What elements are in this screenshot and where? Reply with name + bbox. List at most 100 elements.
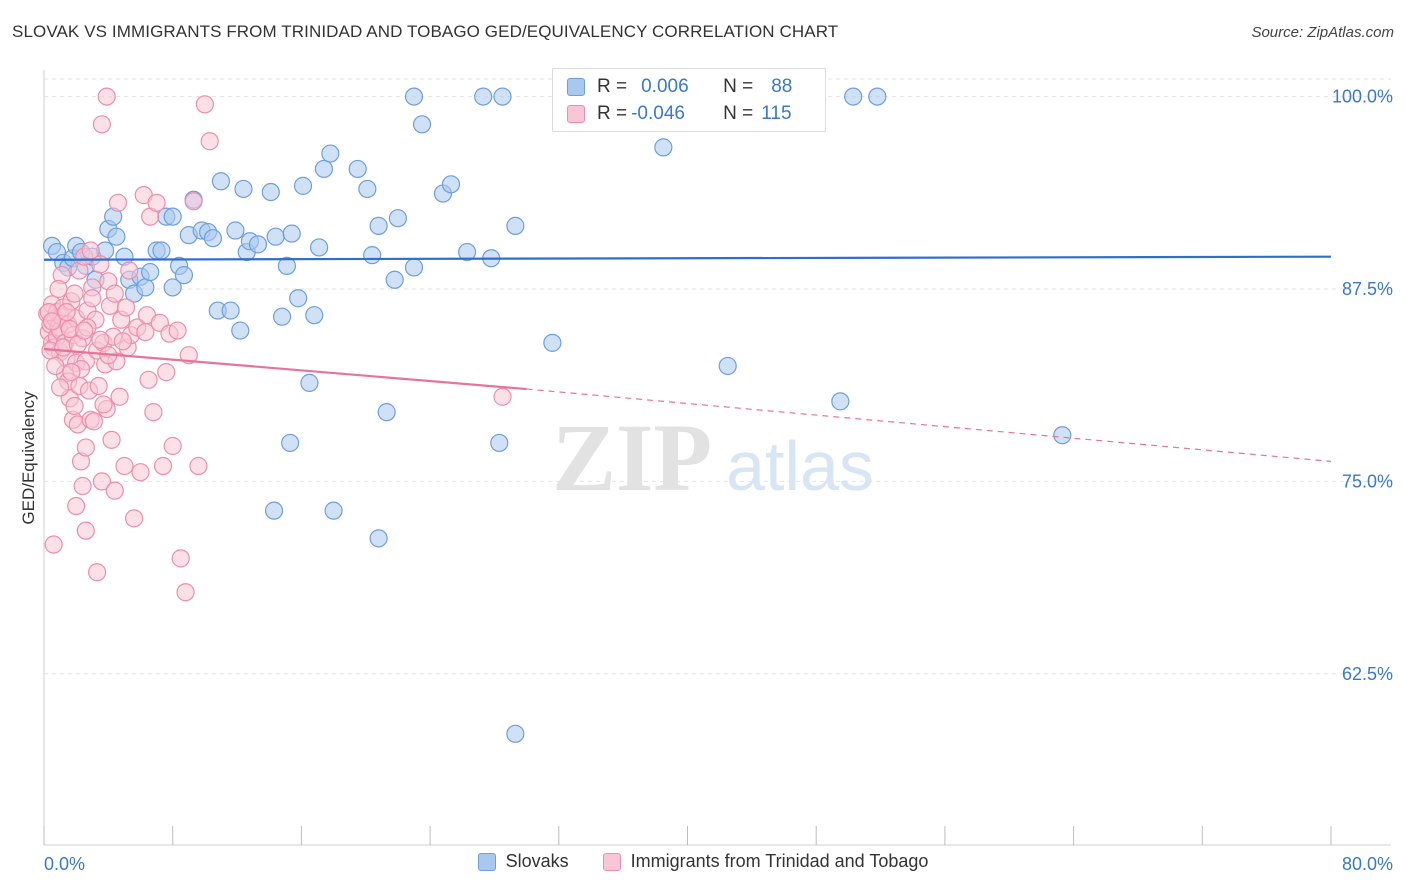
data-point [65,396,84,416]
data-point [388,209,408,228]
axes [43,70,1391,846]
data-point [163,207,182,226]
data-point [211,172,231,191]
data-point [493,387,512,406]
legend: Slovaks Immigrants from Trinidad and Tob… [0,851,1406,872]
data-point [221,301,240,320]
data-point [107,227,126,246]
data-point [83,289,102,308]
data-point [314,159,334,179]
stats-box: R = 0.006 N = 88 R = -0.046 N = 115 [552,68,826,132]
data-point [92,115,112,134]
y-tick-label: 87.5% [1342,279,1393,299]
x-tick-label-min: 0.0% [44,854,85,874]
data-point [113,332,132,351]
data-point [102,430,121,449]
data-point [718,356,737,376]
data-point [277,256,297,276]
data-point [62,363,81,382]
data-point [289,289,308,308]
data-point [831,392,850,411]
data-point [131,463,150,482]
data-point [272,307,292,326]
data-point [441,175,461,194]
data-point [506,724,525,743]
stats-swatch-slovaks [567,78,585,96]
data-point [264,501,284,520]
data-point [92,472,112,491]
data-point [91,330,110,349]
data-point [81,241,100,260]
stats-r-value: -0.046 [631,103,685,124]
stats-n-label: N = [723,76,754,97]
data-point [136,278,155,297]
legend-swatch-trinidad [602,852,621,871]
data-point [234,179,253,199]
trend-line-dashed [526,388,1332,462]
data-point [174,266,194,285]
chart-title: SLOVAK VS IMMIGRANTS FROM TRINIDAD AND T… [12,22,839,41]
data-point [76,438,95,457]
y-tick-labels: 62.5% 75.0% 87.5% 100.0% [1332,87,1393,684]
data-point [136,322,155,342]
data-point [105,481,124,500]
data-point [412,115,432,134]
y-tick-label: 100.0% [1332,87,1393,107]
legend-label-trinidad: Immigrants from Trinidad and Tobago [630,851,929,871]
data-point [404,87,424,106]
data-point [163,436,182,456]
data-point [490,433,509,453]
gridlines [44,78,1391,675]
stats-n-value: 88 [771,76,793,97]
data-point [358,179,377,199]
data-point [195,95,214,114]
data-point [248,235,268,254]
data-point [44,535,63,554]
stats-swatch-trinidad [567,105,585,123]
data-point [281,433,300,453]
stats-n-label: N = [723,103,754,124]
data-point [144,403,163,422]
data-point [458,242,477,262]
data-point [200,132,219,151]
legend-item-slovaks[interactable]: Slovaks [477,851,569,872]
data-point [369,216,388,235]
data-point [844,87,863,106]
data-point [89,376,108,396]
data-point [493,87,512,106]
series-trinidad [38,87,512,602]
data-point [124,509,144,528]
trend-lines [43,255,1332,462]
data-point [506,216,525,235]
stats-n-value: 115 [761,103,792,124]
data-point [147,193,166,212]
trend-line [43,255,1332,261]
legend-swatch-slovaks [477,852,496,871]
data-point [115,456,134,476]
data-point [94,395,113,414]
data-point [261,182,280,202]
data-point [139,370,158,389]
legend-item-trinidad[interactable]: Immigrants from Trinidad and Tobago [602,851,929,872]
data-point [184,192,203,211]
stats-row-slovaks: R = 0.006 N = 88 [567,74,792,100]
data-point [97,87,116,106]
data-point [73,476,92,496]
y-axis-label: GED/Equivalency [19,391,38,525]
data-point [179,346,198,365]
stats-r-value: 0.006 [641,76,689,97]
data-point [404,258,424,277]
data-point [231,321,250,340]
data-point [309,238,329,257]
y-tick-label: 75.0% [1342,471,1393,491]
watermark: ZIP atlas [552,404,874,511]
data-point [108,193,128,212]
data-point [377,403,396,422]
data-point [157,363,176,382]
data-point [110,387,129,406]
data-point [163,278,182,297]
data-point [305,306,324,325]
stats-r-label: R = [597,76,628,97]
data-point [116,298,136,317]
data-point [266,227,285,246]
